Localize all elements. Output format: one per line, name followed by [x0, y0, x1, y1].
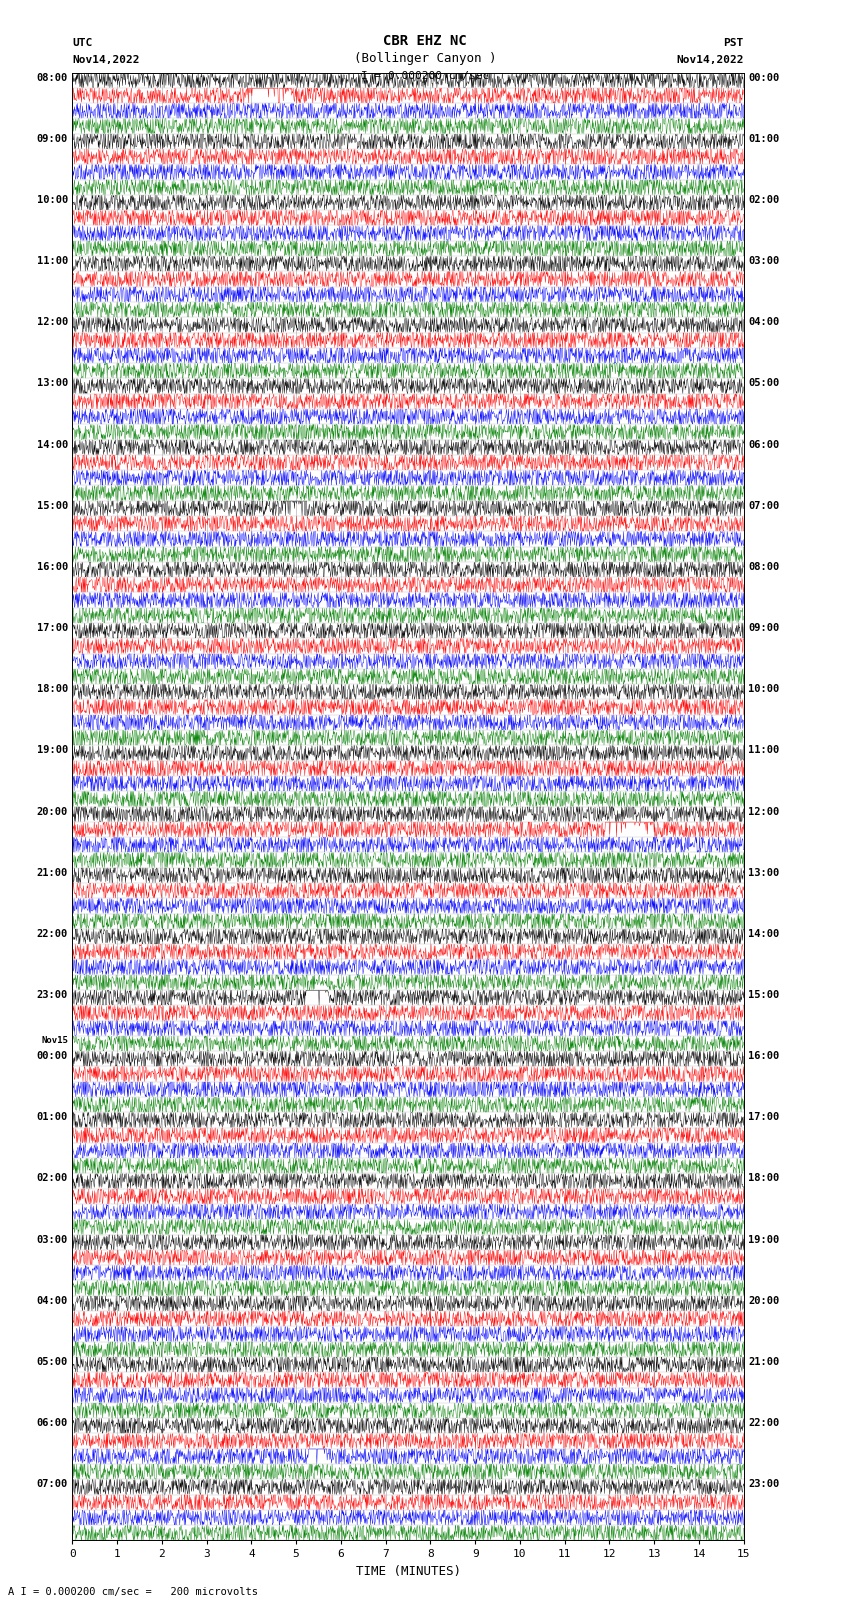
Text: (Bollinger Canyon ): (Bollinger Canyon ) [354, 52, 496, 65]
Text: 03:00: 03:00 [748, 256, 779, 266]
Text: 07:00: 07:00 [748, 500, 779, 511]
Text: Nov14,2022: Nov14,2022 [677, 55, 744, 65]
Text: 12:00: 12:00 [37, 318, 68, 327]
Text: 00:00: 00:00 [37, 1052, 68, 1061]
Text: 17:00: 17:00 [37, 623, 68, 632]
Text: 17:00: 17:00 [748, 1113, 779, 1123]
Text: 13:00: 13:00 [748, 868, 779, 877]
Text: A I = 0.000200 cm/sec =   200 microvolts: A I = 0.000200 cm/sec = 200 microvolts [8, 1587, 258, 1597]
Text: 02:00: 02:00 [37, 1174, 68, 1184]
Text: Nov14,2022: Nov14,2022 [72, 55, 139, 65]
Text: 11:00: 11:00 [37, 256, 68, 266]
X-axis label: TIME (MINUTES): TIME (MINUTES) [355, 1565, 461, 1578]
Text: 06:00: 06:00 [748, 440, 779, 450]
Text: 09:00: 09:00 [37, 134, 68, 144]
Text: Nov15: Nov15 [41, 1036, 68, 1045]
Text: 06:00: 06:00 [37, 1418, 68, 1428]
Text: 18:00: 18:00 [748, 1174, 779, 1184]
Text: UTC: UTC [72, 39, 93, 48]
Text: 16:00: 16:00 [748, 1052, 779, 1061]
Text: 05:00: 05:00 [37, 1357, 68, 1366]
Text: 03:00: 03:00 [37, 1234, 68, 1245]
Text: 04:00: 04:00 [37, 1295, 68, 1307]
Text: 19:00: 19:00 [748, 1234, 779, 1245]
Text: 15:00: 15:00 [37, 500, 68, 511]
Text: 01:00: 01:00 [748, 134, 779, 144]
Text: PST: PST [723, 39, 744, 48]
Text: 08:00: 08:00 [748, 561, 779, 573]
Text: 14:00: 14:00 [748, 929, 779, 939]
Text: 21:00: 21:00 [748, 1357, 779, 1366]
Text: 07:00: 07:00 [37, 1479, 68, 1489]
Text: 19:00: 19:00 [37, 745, 68, 755]
Text: 10:00: 10:00 [37, 195, 68, 205]
Text: 12:00: 12:00 [748, 806, 779, 816]
Text: 04:00: 04:00 [748, 318, 779, 327]
Text: 09:00: 09:00 [748, 623, 779, 632]
Text: 20:00: 20:00 [37, 806, 68, 816]
Text: 20:00: 20:00 [748, 1295, 779, 1307]
Text: 14:00: 14:00 [37, 440, 68, 450]
Text: 00:00: 00:00 [748, 73, 779, 82]
Text: CBR EHZ NC: CBR EHZ NC [383, 34, 467, 48]
Text: 18:00: 18:00 [37, 684, 68, 694]
Text: 22:00: 22:00 [37, 929, 68, 939]
Text: 05:00: 05:00 [748, 379, 779, 389]
Text: I = 0.000200 cm/sec: I = 0.000200 cm/sec [361, 71, 489, 81]
Text: 10:00: 10:00 [748, 684, 779, 694]
Text: 23:00: 23:00 [748, 1479, 779, 1489]
Text: 21:00: 21:00 [37, 868, 68, 877]
Text: 22:00: 22:00 [748, 1418, 779, 1428]
Text: 15:00: 15:00 [748, 990, 779, 1000]
Text: 01:00: 01:00 [37, 1113, 68, 1123]
Text: 23:00: 23:00 [37, 990, 68, 1000]
Text: 02:00: 02:00 [748, 195, 779, 205]
Text: 08:00: 08:00 [37, 73, 68, 82]
Text: 16:00: 16:00 [37, 561, 68, 573]
Text: 11:00: 11:00 [748, 745, 779, 755]
Text: 13:00: 13:00 [37, 379, 68, 389]
